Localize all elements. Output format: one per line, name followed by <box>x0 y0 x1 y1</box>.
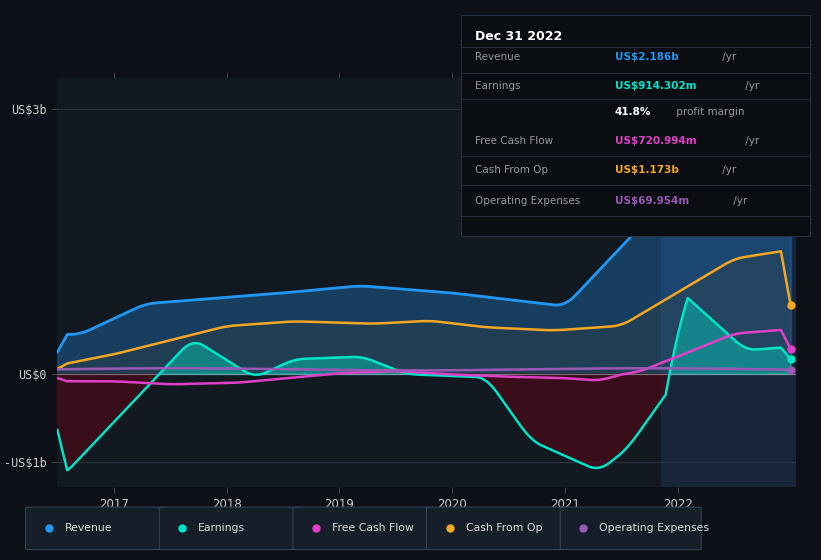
Text: /yr: /yr <box>741 81 759 91</box>
Text: Operating Expenses: Operating Expenses <box>599 524 709 533</box>
FancyBboxPatch shape <box>560 507 701 549</box>
Text: Cash From Op: Cash From Op <box>466 524 542 533</box>
Text: US$914.302m: US$914.302m <box>615 81 696 91</box>
Text: Free Cash Flow: Free Cash Flow <box>475 136 553 146</box>
Text: US$2.186b: US$2.186b <box>615 52 679 62</box>
Text: Revenue: Revenue <box>475 52 521 62</box>
Text: US$69.954m: US$69.954m <box>615 196 689 206</box>
Text: Cash From Op: Cash From Op <box>475 165 548 175</box>
Text: Earnings: Earnings <box>199 524 245 533</box>
FancyBboxPatch shape <box>427 507 567 549</box>
FancyBboxPatch shape <box>293 507 433 549</box>
Text: /yr: /yr <box>730 196 747 206</box>
Text: US$1.173b: US$1.173b <box>615 165 679 175</box>
Text: Earnings: Earnings <box>475 81 521 91</box>
Text: Revenue: Revenue <box>65 524 112 533</box>
FancyBboxPatch shape <box>159 507 300 549</box>
Text: profit margin: profit margin <box>672 108 744 118</box>
Text: Operating Expenses: Operating Expenses <box>475 196 580 206</box>
Text: US$720.994m: US$720.994m <box>615 136 696 146</box>
Text: /yr: /yr <box>718 165 736 175</box>
Text: 41.8%: 41.8% <box>615 108 651 118</box>
FancyBboxPatch shape <box>25 507 167 549</box>
Bar <box>661 78 796 487</box>
Text: Dec 31 2022: Dec 31 2022 <box>475 30 562 43</box>
Text: /yr: /yr <box>741 136 759 146</box>
Text: /yr: /yr <box>718 52 736 62</box>
Text: Free Cash Flow: Free Cash Flow <box>332 524 414 533</box>
